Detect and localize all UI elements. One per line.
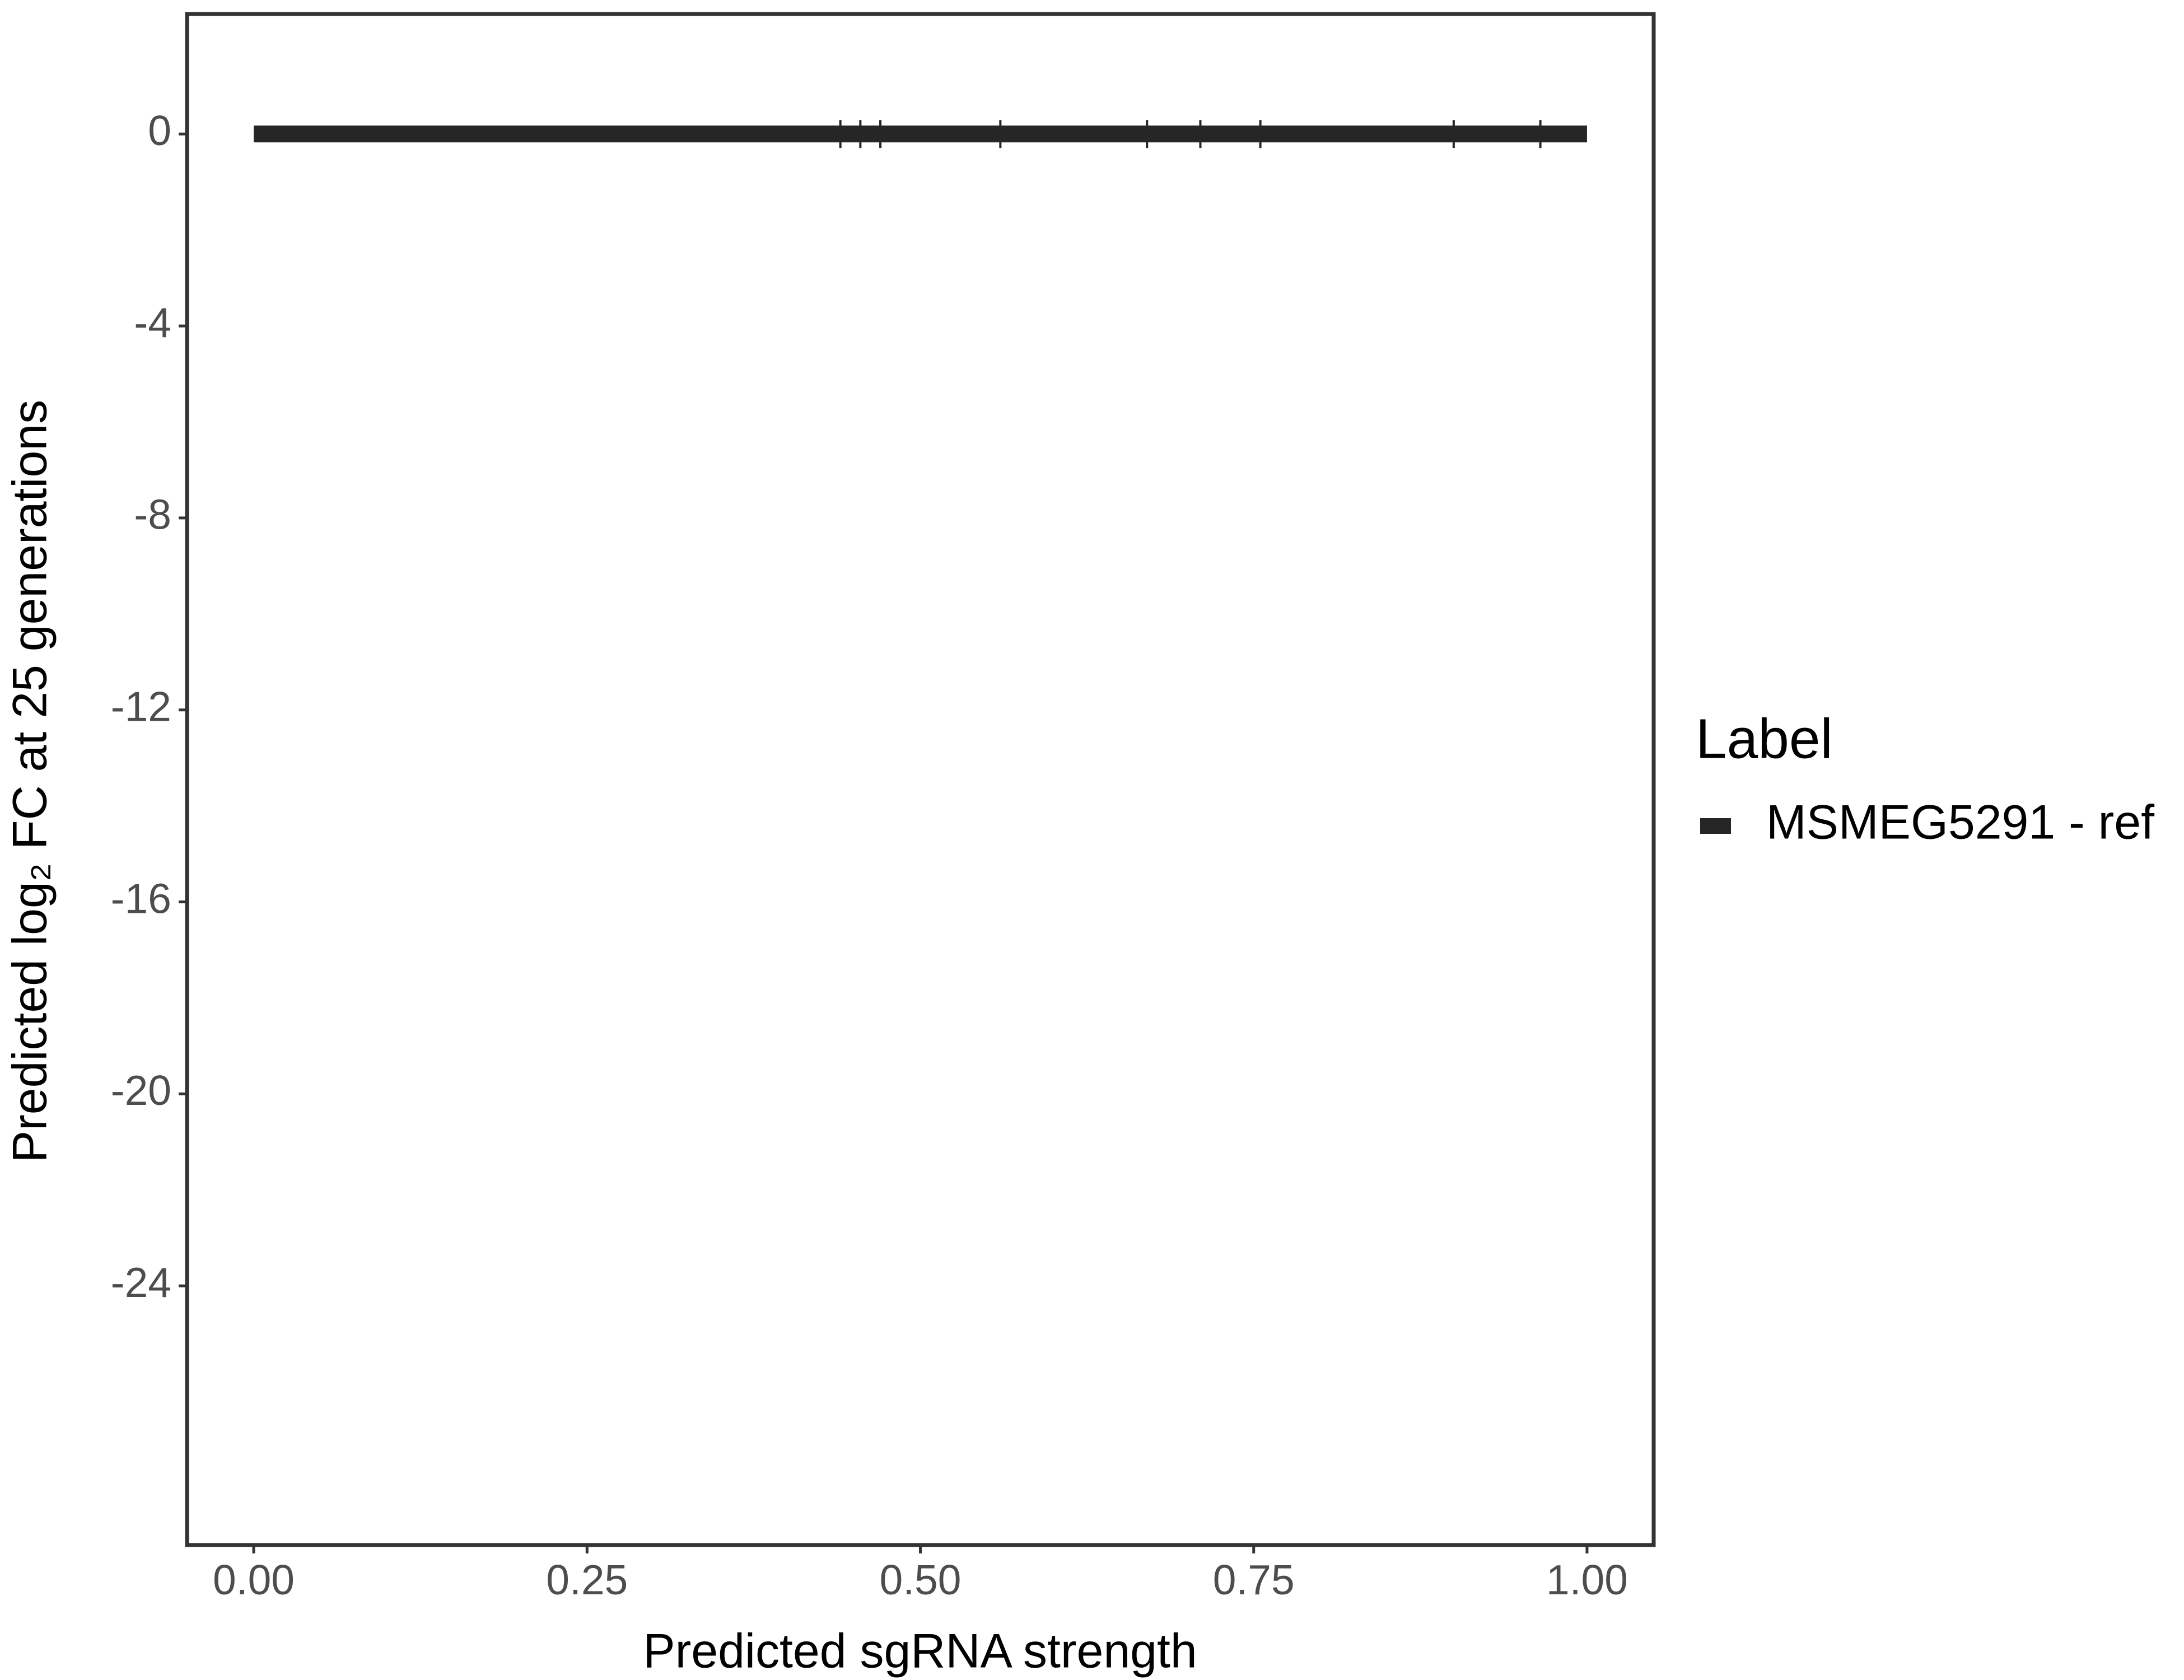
legend-label: MSMEG5291 - ref [1766, 796, 2155, 850]
y-tick-label: -16 [111, 875, 171, 922]
y-tick-label: -20 [111, 1067, 171, 1114]
x-axis-title: Predicted sgRNA strength [643, 1625, 1197, 1678]
x-tick-label: 0.75 [1213, 1556, 1295, 1603]
x-tick-label: 0.50 [880, 1556, 962, 1603]
legend-title: Label [1696, 707, 1833, 770]
x-tick-label: 1.00 [1546, 1556, 1628, 1603]
x-tick-label: 0.00 [213, 1556, 295, 1603]
y-tick-label: 0 [148, 107, 171, 154]
x-tick-label: 0.25 [546, 1556, 628, 1603]
y-tick-label: -24 [111, 1259, 171, 1306]
y-axis-title: Predicted log₂ FC at 25 generations [3, 400, 57, 1163]
plot-border [185, 12, 1656, 1547]
y-tick-label: -4 [134, 299, 171, 346]
legend-key [1700, 818, 1731, 834]
y-tick-label: -8 [134, 491, 171, 538]
y-tick-label: -12 [111, 683, 171, 730]
